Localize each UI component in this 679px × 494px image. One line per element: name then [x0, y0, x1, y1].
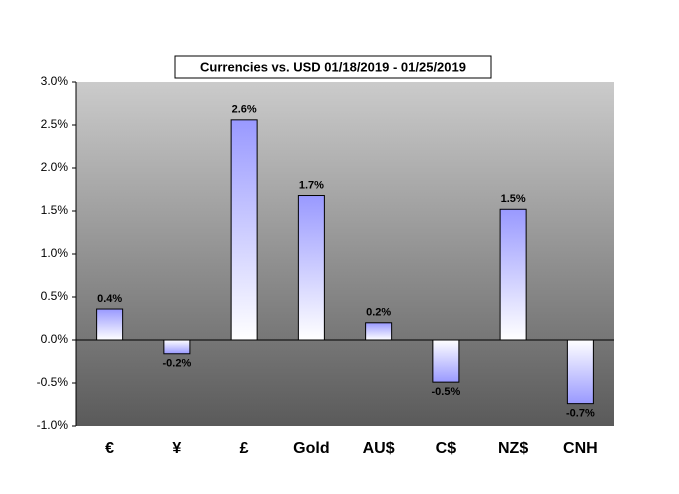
bar — [96, 308, 124, 341]
data-label: -0.5% — [432, 386, 461, 398]
chart-title: Currencies vs. USD 01/18/2019 - 01/25/20… — [200, 59, 466, 74]
plot-area — [76, 82, 614, 426]
bar — [230, 119, 258, 341]
x-tick-label: £ — [240, 440, 249, 457]
y-tick-label: -0.5% — [37, 375, 69, 389]
data-label: 2.6% — [232, 104, 257, 116]
y-tick-label: 1.0% — [41, 246, 69, 260]
data-label: 0.4% — [97, 293, 122, 305]
x-tick-label: ¥ — [172, 440, 181, 457]
bar — [566, 339, 594, 405]
y-tick-label: 3.0% — [41, 74, 69, 88]
y-tick-label: 2.5% — [41, 117, 69, 131]
x-tick-label: Gold — [293, 440, 329, 457]
bar — [365, 322, 393, 341]
data-label: 1.7% — [299, 179, 324, 191]
bar — [432, 339, 460, 383]
x-tick-label: € — [105, 440, 114, 457]
data-label: -0.2% — [163, 358, 192, 370]
bar — [499, 208, 527, 341]
y-tick-label: -1.0% — [37, 418, 69, 432]
y-tick-label: 0.5% — [41, 289, 69, 303]
x-tick-label: C$ — [436, 440, 457, 457]
bar — [297, 195, 325, 341]
x-tick-label: CNH — [563, 440, 598, 457]
y-tick-label: 2.0% — [41, 160, 69, 174]
y-tick-label: 0.0% — [41, 332, 69, 346]
data-label: 1.5% — [501, 193, 526, 205]
bar — [163, 339, 191, 355]
data-label: 0.2% — [366, 307, 391, 319]
x-tick-label: AU$ — [363, 440, 395, 457]
x-tick-label: NZ$ — [498, 440, 528, 457]
title-box — [174, 55, 492, 79]
y-tick-label: 1.5% — [41, 203, 69, 217]
data-label: -0.7% — [566, 408, 595, 420]
